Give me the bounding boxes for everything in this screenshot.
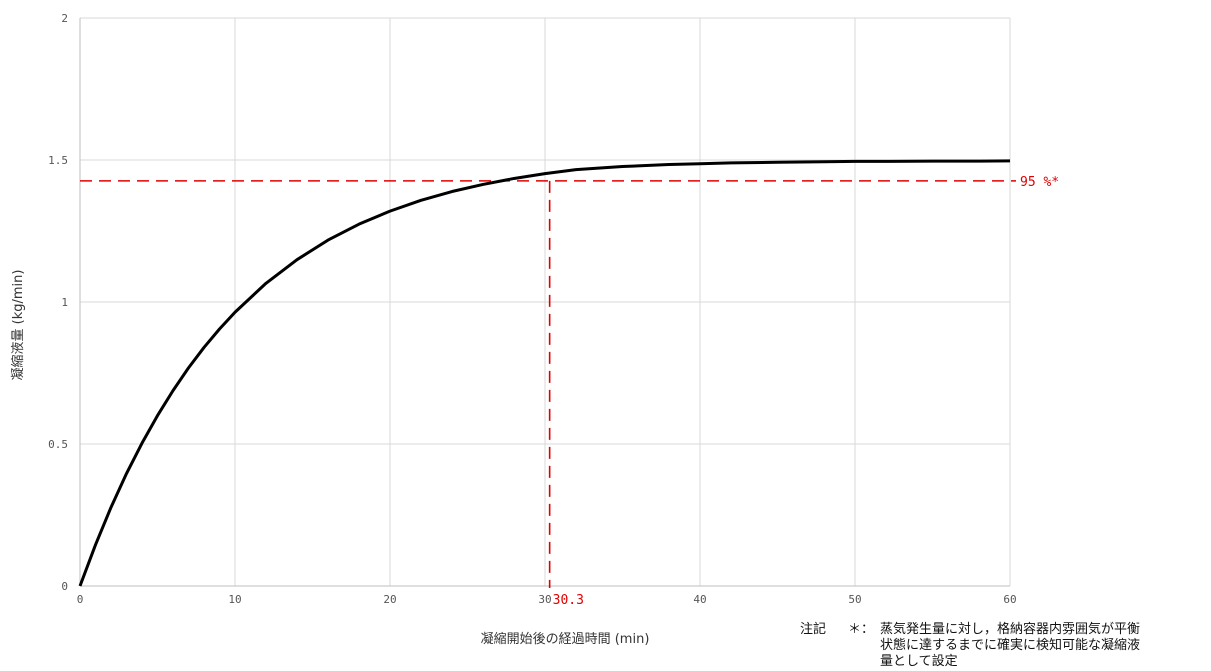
footnote-line-1: 蒸気発生量に対し，格納容器内雰囲気が平衡 [880, 621, 1140, 637]
axes [79, 18, 1010, 587]
y-tick-label: 1 [61, 296, 68, 309]
y-axis-label: 凝縮液量 (kg/min) [10, 270, 26, 381]
reference-lines [80, 180, 1016, 588]
y-tick-label: 0.5 [48, 438, 68, 451]
y-tick-label: 1.5 [48, 154, 68, 167]
x-tick-label: 20 [383, 593, 396, 606]
reference-label-horizontal: 95 %* [1020, 175, 1059, 190]
y-tick-label: 2 [61, 12, 68, 25]
y-tick-label: 0 [61, 580, 68, 593]
footnote: 注記 ＊： 蒸気発生量に対し，格納容器内雰囲気が平衡 状態に達するまでに確実に検… [800, 621, 1140, 669]
footnote-line-3: 量として設定 [880, 653, 958, 669]
x-tick-label: 10 [228, 593, 241, 606]
x-tick-label: 50 [848, 593, 861, 606]
x-tick-label: 60 [1003, 593, 1016, 606]
x-axis-label: 凝縮開始後の経過時間 (min) [481, 631, 650, 647]
grid [80, 17, 1011, 586]
series-line [78, 159, 1011, 587]
footnote-marker: ＊： [848, 622, 874, 637]
x-tick-label: 40 [693, 593, 706, 606]
footnote-line-2: 状態に達するまでに確実に検知可能な凝縮液 [880, 637, 1140, 653]
reference-label-vertical: 30.3 [553, 593, 584, 608]
x-tick-label: 30 [538, 593, 551, 606]
tick-labels: 0 10 20 30 40 50 60 0 0.5 1 1.5 2 95 %* 30.3 [48, 12, 1059, 608]
series [78, 159, 1011, 587]
footnote-heading: 注記 [800, 621, 826, 637]
x-tick-label: 0 [77, 593, 84, 606]
